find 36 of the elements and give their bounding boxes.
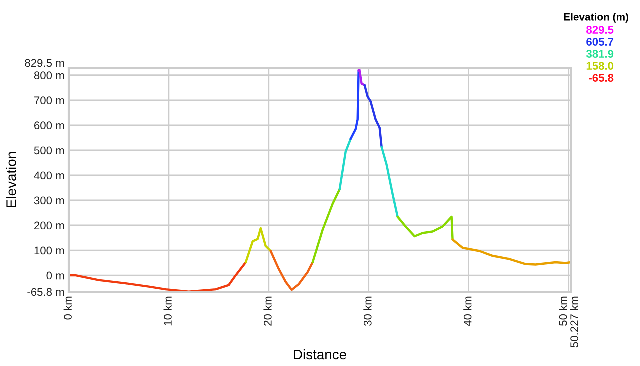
line-series [69, 261, 248, 292]
y-tick-label: 800 m [34, 72, 64, 80]
line-series [312, 188, 341, 264]
text: -65.8 [589, 74, 614, 82]
x-tick-label: 20 km [264, 296, 272, 326]
y-tick-label: 600 m [34, 122, 64, 130]
line-series [358, 68, 366, 86]
y-tick-label: 100 m [34, 246, 64, 255]
line-series [396, 216, 454, 241]
line-series [350, 70, 360, 140]
y-tick-label: -65.8 m [28, 288, 64, 296]
y-axis-title: Elevation [6, 152, 16, 208]
line-series [364, 84, 383, 148]
y-tick-label: 0 m [46, 272, 64, 280]
text: 158.0 [586, 62, 614, 70]
line-series [244, 227, 272, 264]
x-tick-label: 10 km [164, 296, 172, 326]
line-series [380, 146, 399, 218]
text: 829.5 [586, 26, 614, 34]
text: 381.9 [586, 50, 614, 58]
x-tick-label: 30 km [364, 296, 372, 326]
line-series [270, 250, 314, 292]
x-axis-title: Distance [294, 349, 346, 360]
y-tick-label: 700 m [34, 96, 64, 105]
y-tick-label: 500 m [34, 146, 64, 155]
y-tick-label: 200 m [34, 222, 64, 230]
text: 605.7 [586, 38, 614, 46]
y-tick-label: 400 m [34, 172, 64, 180]
x-tick-label: 40 km [464, 296, 472, 326]
x-tick-label: 50.227 km [570, 296, 578, 348]
y-tick-label: 300 m [34, 196, 64, 205]
legend-title: Elevation (m) [564, 13, 628, 23]
y-tick-label: 829.5 m [25, 59, 64, 68]
x-tick-label: 0 km [64, 296, 72, 320]
line-series [452, 238, 571, 266]
x-tick-label: 50 km [559, 296, 568, 326]
